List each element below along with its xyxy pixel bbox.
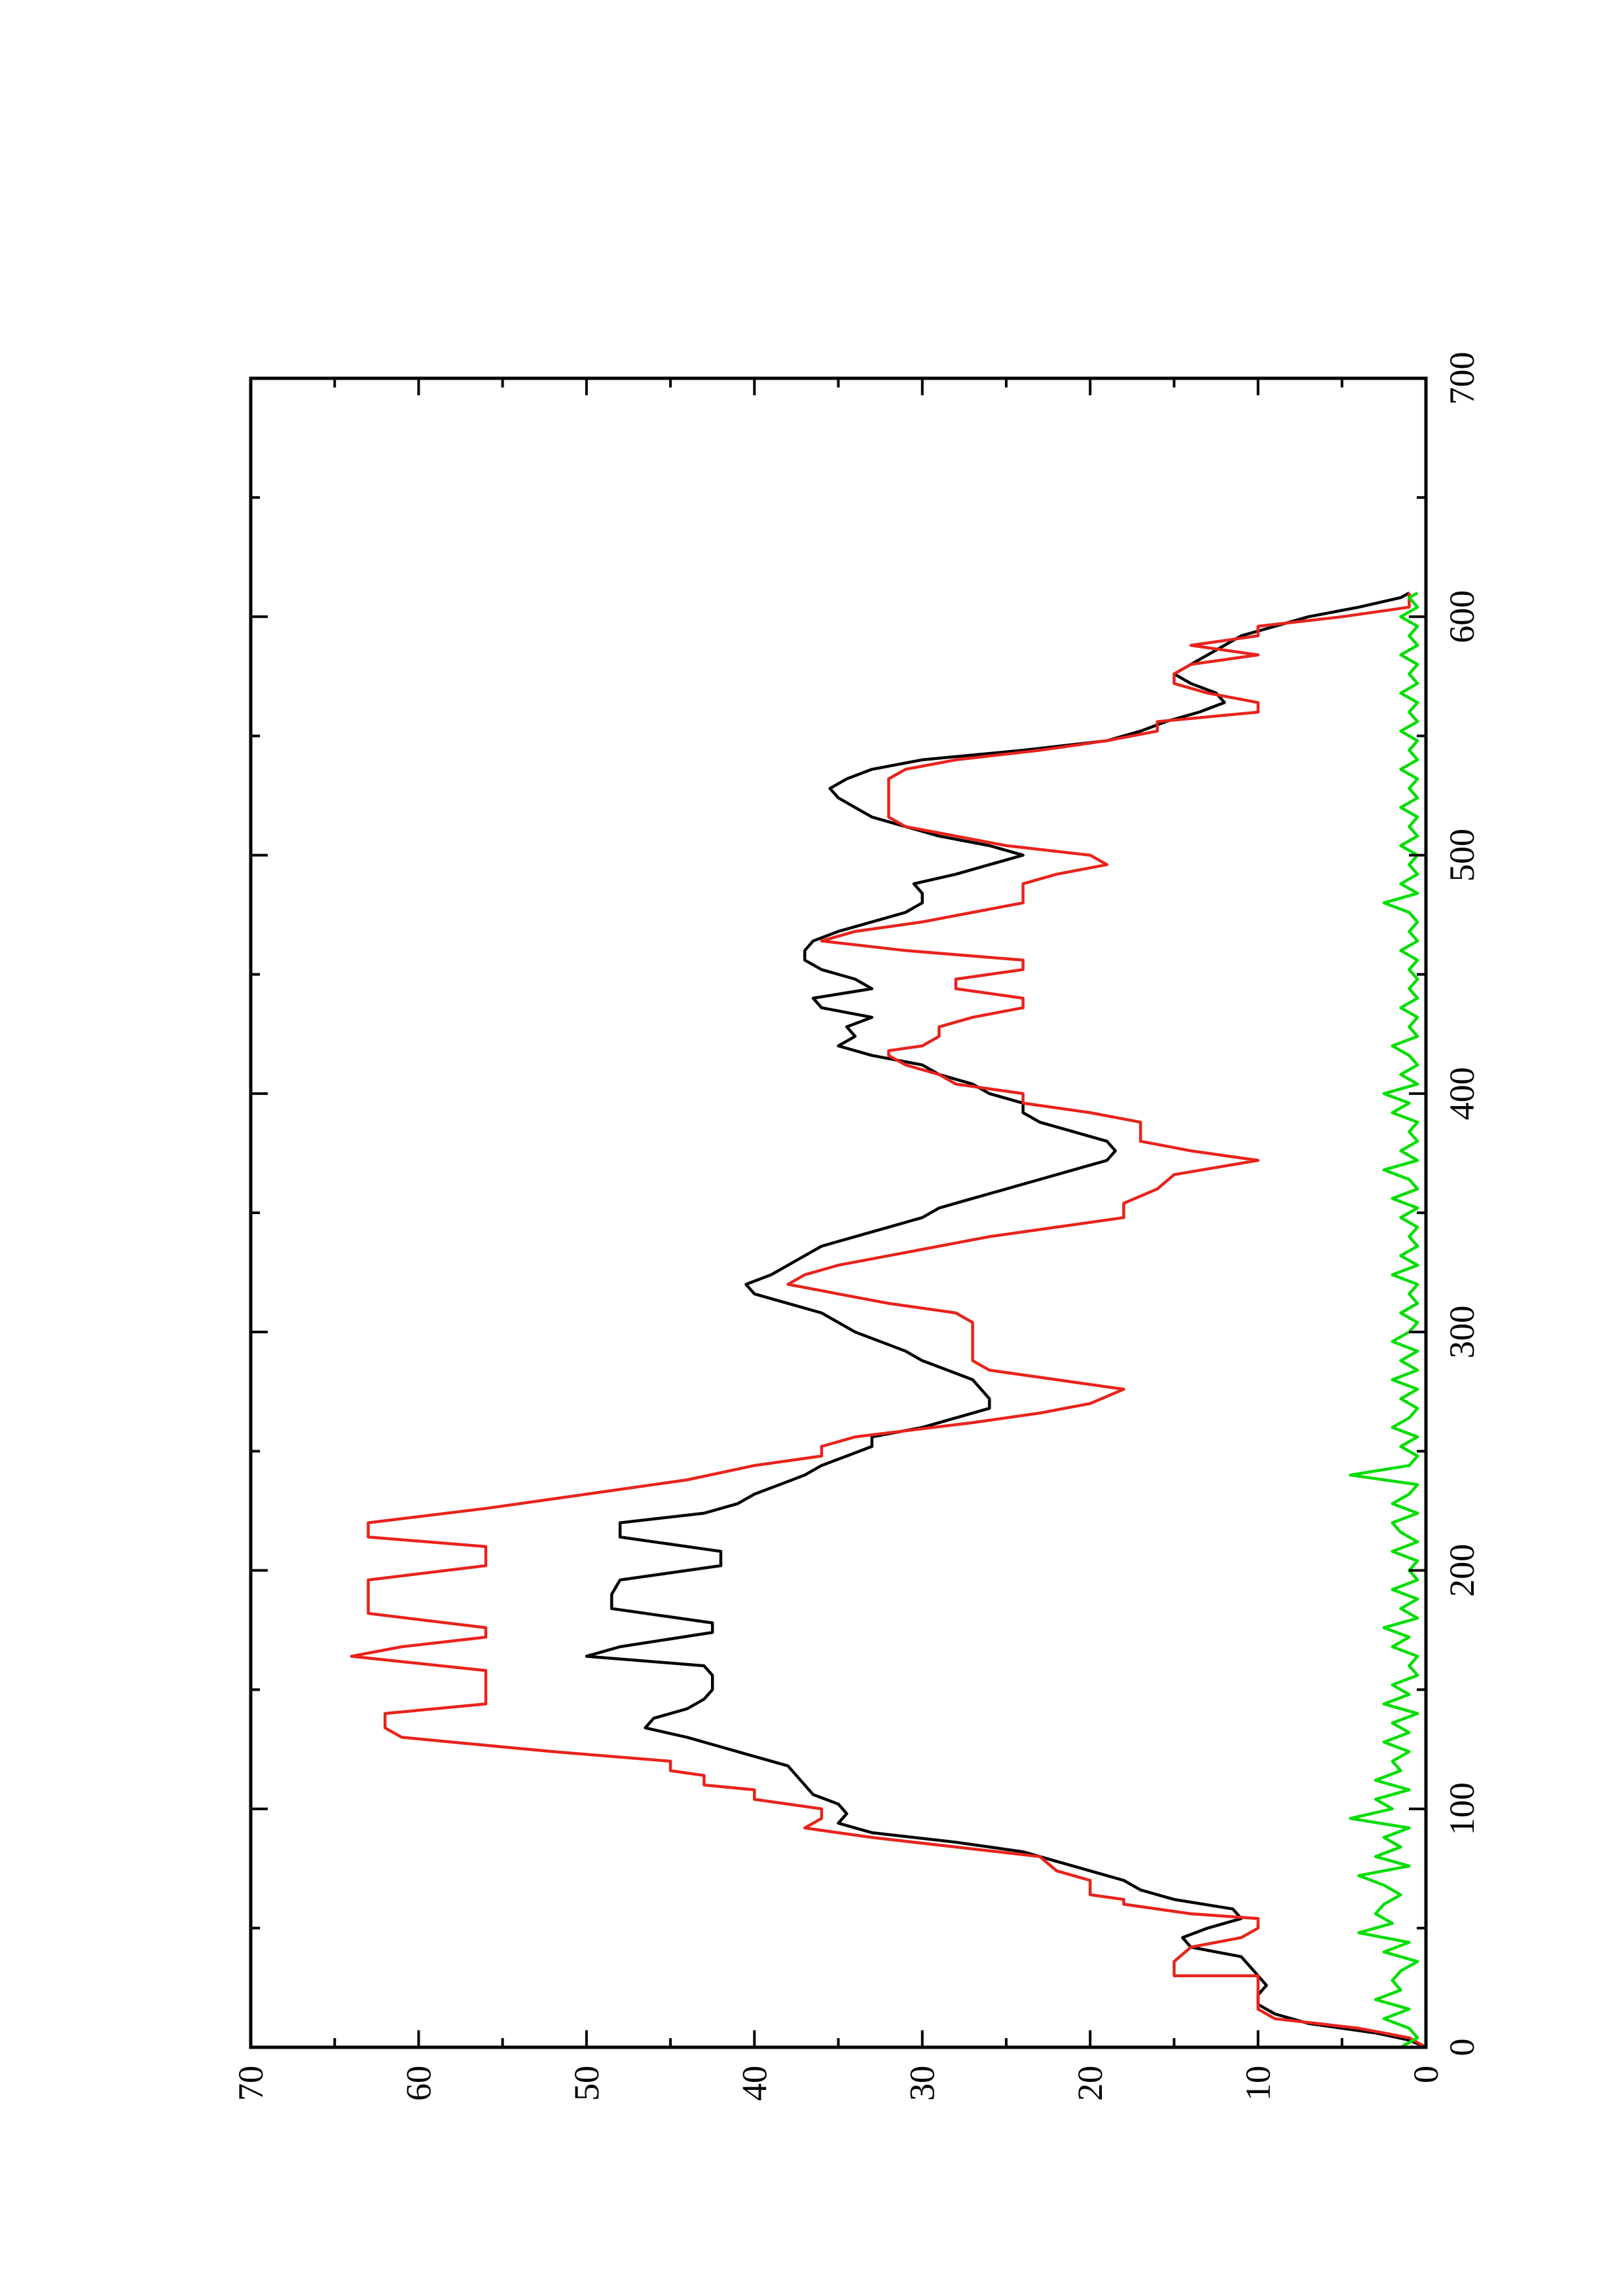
x-tick-label: 400: [1442, 1067, 1482, 1120]
y-tick-label: 20: [1070, 2066, 1110, 2101]
x-tick-label: 500: [1442, 829, 1482, 882]
series-line-1: [585, 591, 1427, 2049]
plot-frame: [249, 376, 1428, 2049]
tick-layer: [249, 377, 1427, 2049]
series-line-2: [350, 592, 1427, 2049]
y-tick-label: 0: [1406, 2066, 1446, 2083]
series-line-3: [1349, 591, 1419, 2049]
label-layer: 0 100 200 300 400 500 600 700 0 10 20 30 40 50 60 70: [231, 352, 1482, 2102]
y-tick-label: 30: [903, 2066, 942, 2101]
y-tick-label: 70: [231, 2066, 270, 2101]
x-tick-label: 700: [1442, 352, 1482, 405]
x-tick-label: 300: [1442, 1306, 1482, 1359]
x-tick-label: 100: [1442, 1782, 1482, 1835]
y-tick-label: 60: [399, 2066, 438, 2101]
series-layer: [350, 591, 1427, 2049]
x-tick-label: 0: [1442, 2039, 1482, 2056]
y-tick-label: 50: [567, 2066, 606, 2101]
x-tick-label: 200: [1442, 1544, 1482, 1597]
y-tick-label: 10: [1239, 2066, 1278, 2101]
y-tick-label: 40: [735, 2066, 774, 2101]
x-tick-label: 600: [1442, 590, 1482, 643]
